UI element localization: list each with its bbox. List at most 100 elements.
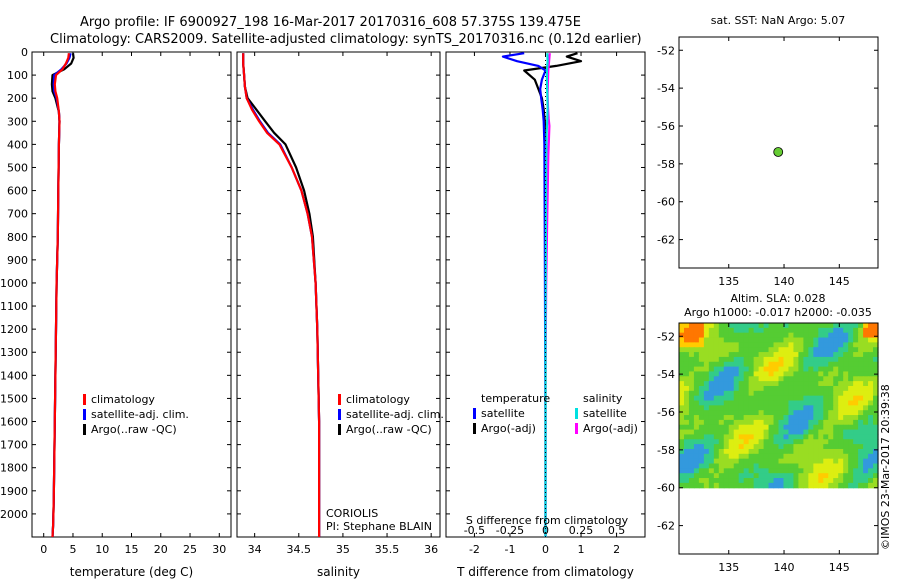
- sla-cell: [738, 361, 745, 368]
- sla-cell: [858, 473, 864, 479]
- sla-cell: [713, 482, 720, 489]
- sla-cell: [858, 453, 864, 460]
- sla-cell: [698, 424, 705, 431]
- sla-cell: [868, 463, 874, 469]
- sla-cell: [758, 429, 765, 436]
- sla-cell: [758, 347, 765, 353]
- y-tick-label: 400: [7, 138, 28, 151]
- sla-cell: [703, 424, 710, 431]
- sla-cell: [803, 463, 809, 469]
- sla-cell: [733, 385, 740, 392]
- sla-cell: [738, 356, 745, 363]
- sla-cell: [768, 429, 775, 436]
- sla-cell: [828, 405, 834, 411]
- sla-cell: [838, 366, 844, 373]
- lat-tick-label: -62: [657, 234, 675, 247]
- sla-cell: [858, 327, 864, 334]
- sla-cell: [753, 337, 760, 343]
- sla-cell: [763, 400, 770, 406]
- sla-cell: [818, 347, 824, 353]
- sla-cell: [828, 400, 834, 406]
- sla-cell: [843, 352, 849, 358]
- sla-cell: [778, 453, 785, 460]
- sla-cell: [753, 405, 760, 411]
- sla-cell: [713, 361, 720, 368]
- y-tick-label: 300: [7, 115, 28, 128]
- sla-cell: [838, 434, 844, 440]
- sla-cell: [693, 366, 700, 373]
- sla-cell: [713, 434, 720, 440]
- sla-cell: [788, 429, 795, 436]
- sla-cell: [828, 323, 834, 329]
- sla-cell: [788, 463, 795, 469]
- sla-cell: [793, 424, 799, 431]
- sla-cell: [788, 415, 795, 421]
- sla-cell: [723, 482, 730, 489]
- sla-cell: [798, 385, 804, 392]
- sla-cell: [828, 385, 834, 392]
- legend-entry: satellite: [583, 407, 627, 420]
- sla-cell: [738, 337, 745, 343]
- sla-cell: [858, 400, 864, 406]
- sla-cell: [818, 376, 824, 382]
- sla-cell: [803, 448, 809, 455]
- sla-cell: [683, 352, 690, 358]
- sla-cell: [853, 448, 859, 455]
- sla-cell: [708, 381, 715, 387]
- sla-cell: [708, 444, 715, 450]
- sla-cell: [808, 352, 814, 358]
- sla-cell: [713, 395, 720, 402]
- sla-cell: [698, 448, 705, 455]
- sla-cell: [693, 429, 700, 436]
- sla-cell: [868, 356, 874, 363]
- sla-cell: [708, 429, 715, 436]
- sla-cell: [788, 410, 795, 416]
- sla-cell: [778, 361, 785, 368]
- series-t_argo-line: [523, 52, 583, 537]
- lat-tick-label: -60: [657, 482, 675, 495]
- sla-cell: [763, 342, 770, 348]
- sla-cell: [753, 342, 760, 348]
- sla-cell: [748, 473, 755, 479]
- sla-cell: [738, 439, 745, 445]
- sla-cell: [683, 342, 690, 348]
- sla-cell: [808, 415, 814, 421]
- sla-cell: [738, 371, 745, 377]
- sla-cell: [833, 381, 839, 387]
- sla-cell: [823, 473, 829, 479]
- sla-cell: [803, 395, 809, 402]
- sla-cell: [708, 419, 715, 426]
- sla-cell: [863, 381, 869, 387]
- sla-cell: [738, 347, 745, 353]
- sla-cell: [798, 458, 804, 465]
- sla-cell: [743, 478, 750, 484]
- sla-cell: [778, 468, 785, 474]
- sla-cell: [783, 381, 790, 387]
- sla-cell: [728, 415, 735, 421]
- sla-cell: [723, 371, 730, 377]
- sla-cell: [838, 381, 844, 387]
- sla-cell: [693, 332, 700, 339]
- sla-cell: [788, 444, 795, 450]
- sla-cell: [753, 429, 760, 436]
- x-tick-label: 35: [336, 543, 350, 556]
- sla-cell: [768, 444, 775, 450]
- sla-cell: [823, 463, 829, 469]
- sla-cell: [743, 376, 750, 382]
- sla-cell: [688, 444, 695, 450]
- sla-cell: [843, 463, 849, 469]
- sla-cell: [778, 342, 785, 348]
- y-tick-label: 1100: [0, 300, 28, 313]
- sla-cell: [693, 473, 700, 479]
- sla-cell: [693, 327, 700, 334]
- sla-cell: [713, 448, 720, 455]
- lon-tick-label: 140: [774, 561, 795, 574]
- sla-cell: [783, 405, 790, 411]
- lat-tick-label: -62: [657, 520, 675, 533]
- sla-cell: [793, 405, 799, 411]
- sla-cell: [758, 337, 765, 343]
- sla-cell: [783, 400, 790, 406]
- sla-cell: [813, 371, 819, 377]
- sla-cell: [858, 323, 864, 329]
- sla-cell: [768, 376, 775, 382]
